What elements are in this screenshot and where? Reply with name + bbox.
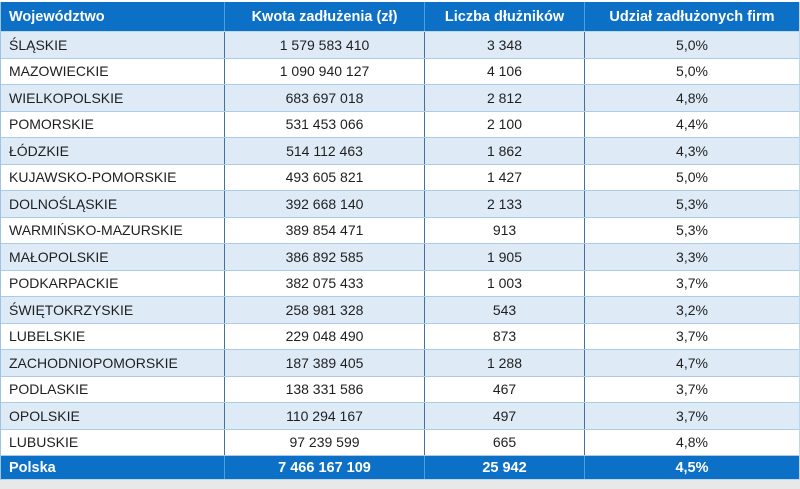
table-cell: 97 239 599	[225, 429, 425, 455]
table-cell: 467	[425, 376, 585, 402]
table-cell: 4,7%	[676, 354, 708, 371]
table-cell: 5,3%	[676, 195, 708, 212]
table-cell: 3,7%	[676, 381, 708, 398]
voivodeship-name-cell: DOLNOŚLĄSKIE	[1, 191, 225, 217]
table-cell: 2 133	[425, 191, 585, 217]
table-row: ŚWIĘTOKRZYSKIE 258 981 328 543 3,2%	[1, 297, 799, 324]
table-cell: 138 331 586	[225, 376, 425, 402]
table-cell: 389 854 471	[225, 217, 425, 243]
table-row: KUJAWSKO-POMORSKIE 493 605 821 1 427 5,0%	[1, 164, 799, 191]
voivodeship-name-cell: KUJAWSKO-POMORSKIE	[1, 164, 225, 190]
voivodeship-name-cell: ZACHODNIOPOMORSKIE	[1, 350, 225, 376]
table-body: ŚLĄSKIE 1 579 583 410 3 348 5,0% MAZOWIECKIE…	[1, 32, 799, 456]
table-cell: 392 668 140	[225, 191, 425, 217]
table-cell: 5,3%	[676, 222, 708, 239]
table-cell: 2 100	[425, 111, 585, 137]
table-cell: 5,0%	[676, 169, 708, 186]
table-cell: 531 453 066	[225, 111, 425, 137]
table-row: PODLASKIE 138 331 586 467 3,7%	[1, 376, 799, 403]
table-cell: 4,3%	[676, 142, 708, 159]
voivodeship-name-cell: WARMIŃSKO-MAZURSKIE	[1, 217, 225, 243]
table-cell: 1 090 940 127	[225, 58, 425, 84]
total-label-cell: Polska	[1, 456, 225, 479]
table-header-row: Województwo Kwota zadłużenia (zł) Liczba d…	[1, 2, 799, 32]
table-row: LUBUSKIE 97 239 599 665 4,8%	[1, 429, 799, 456]
voivodeship-name-cell: ŁÓDZKIE	[1, 138, 225, 164]
column-header: Udział zadłużonych firm	[609, 8, 775, 25]
table-cell: 4 106	[425, 58, 585, 84]
table-cell: 1 905	[425, 244, 585, 270]
table-cell: 1 862	[425, 138, 585, 164]
table-cell: 3 348	[425, 32, 585, 58]
table-cell: 665	[425, 429, 585, 455]
table-row: MAŁOPOLSKIE 386 892 585 1 905 3,3%	[1, 244, 799, 271]
table-row: PODKARPACKIE 382 075 433 1 003 3,7%	[1, 270, 799, 297]
table-cell: 4,8%	[676, 434, 708, 451]
table-cell: 5,0%	[676, 36, 708, 53]
table-cell: 3,7%	[676, 275, 708, 292]
table-cell: 187 389 405	[225, 350, 425, 376]
table-row: LUBELSKIE 229 048 490 873 3,7%	[1, 323, 799, 350]
voivodeship-name-cell: OPOLSKIE	[1, 403, 225, 429]
table-row: POMORSKIE 531 453 066 2 100 4,4%	[1, 111, 799, 138]
table-cell: 3,3%	[676, 248, 708, 265]
table-cell: 110 294 167	[225, 403, 425, 429]
table-cell: 543	[425, 297, 585, 323]
table-cell: 3,7%	[676, 407, 708, 424]
table-row: ŚLĄSKIE 1 579 583 410 3 348 5,0%	[1, 32, 799, 59]
table-cell: 3,2%	[676, 301, 708, 318]
column-header: Kwota zadłużenia (zł)	[225, 2, 425, 31]
table-cell: 258 981 328	[225, 297, 425, 323]
debt-by-voivodeship-table: Województwo Kwota zadłużenia (zł) Liczba d…	[0, 2, 800, 480]
table-cell: 683 697 018	[225, 85, 425, 111]
voivodeship-name-cell: MAZOWIECKIE	[1, 58, 225, 84]
voivodeship-name-cell: WIELKOPOLSKIE	[1, 85, 225, 111]
table-cell: 1 579 583 410	[225, 32, 425, 58]
table-cell: 4,8%	[676, 89, 708, 106]
table-cell: 382 075 433	[225, 270, 425, 296]
column-header: Województwo	[1, 2, 225, 31]
table-cell: 514 112 463	[225, 138, 425, 164]
bottom-margin-strip	[0, 480, 800, 489]
table-cell: 1 003	[425, 270, 585, 296]
table-cell: 2 812	[425, 85, 585, 111]
table-cell: 229 048 490	[225, 323, 425, 349]
voivodeship-name-cell: ŚWIĘTOKRZYSKIE	[1, 297, 225, 323]
table-cell: 5,0%	[676, 63, 708, 80]
total-value-cell: 7 466 167 109	[225, 456, 425, 479]
voivodeship-name-cell: ŚLĄSKIE	[1, 32, 225, 58]
table-cell: 3,7%	[676, 328, 708, 345]
table-cell: 1 288	[425, 350, 585, 376]
voivodeship-name-cell: MAŁOPOLSKIE	[1, 244, 225, 270]
table-row: OPOLSKIE 110 294 167 497 3,7%	[1, 403, 799, 430]
table-footer-row: Polska 7 466 167 109 25 942 4,5%	[1, 456, 799, 480]
table-cell: 873	[425, 323, 585, 349]
voivodeship-name-cell: LUBELSKIE	[1, 323, 225, 349]
table-row: ŁÓDZKIE 514 112 463 1 862 4,3%	[1, 138, 799, 165]
table-row: MAZOWIECKIE 1 090 940 127 4 106 5,0%	[1, 58, 799, 85]
total-value-cell: 4,5%	[675, 459, 709, 476]
table-cell: 497	[425, 403, 585, 429]
voivodeship-name-cell: LUBUSKIE	[1, 429, 225, 455]
column-header: Liczba dłużników	[425, 2, 585, 31]
table-cell: 1 427	[425, 164, 585, 190]
voivodeship-name-cell: PODLASKIE	[1, 376, 225, 402]
table-cell: 493 605 821	[225, 164, 425, 190]
table-row: WIELKOPOLSKIE 683 697 018 2 812 4,8%	[1, 85, 799, 112]
table-row: ZACHODNIOPOMORSKIE 187 389 405 1 288 4,7%	[1, 350, 799, 377]
table-row: DOLNOŚLĄSKIE 392 668 140 2 133 5,3%	[1, 191, 799, 218]
table-row: WARMIŃSKO-MAZURSKIE 389 854 471 913 5,3%	[1, 217, 799, 244]
total-value-cell: 25 942	[425, 456, 585, 479]
voivodeship-name-cell: POMORSKIE	[1, 111, 225, 137]
voivodeship-name-cell: PODKARPACKIE	[1, 270, 225, 296]
table-cell: 386 892 585	[225, 244, 425, 270]
table-cell: 4,4%	[676, 116, 708, 133]
table-cell: 913	[425, 217, 585, 243]
